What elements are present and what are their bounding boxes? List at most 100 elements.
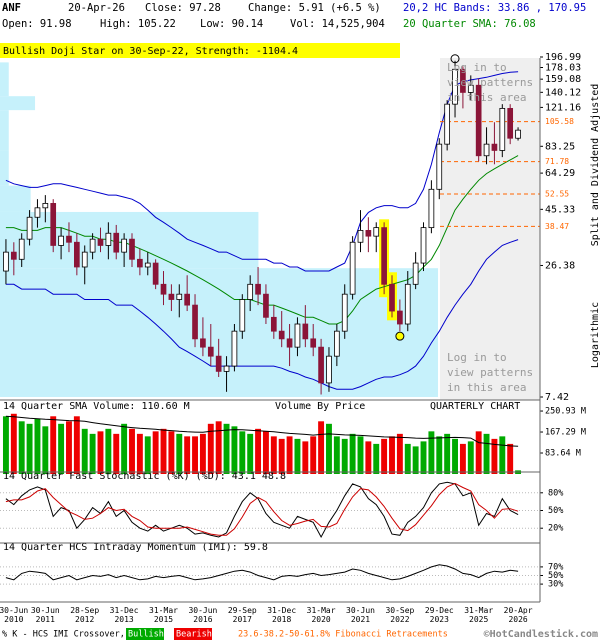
volume-bar <box>333 436 340 474</box>
candle-body <box>10 251 17 260</box>
panel-title: 14 Quarter HCS Intraday Momentum (IMI): … <box>3 542 268 553</box>
fib-label: 71.78 <box>545 157 569 166</box>
volume-bar <box>207 423 214 474</box>
volume-bar <box>176 433 183 474</box>
candle-body <box>404 283 411 325</box>
volume-bar <box>129 428 135 474</box>
candle-body <box>507 107 514 139</box>
candle-body <box>50 203 57 246</box>
volume-bar <box>136 433 143 474</box>
y-tick-label: 121.16 <box>545 102 581 113</box>
volume-bar <box>444 433 451 474</box>
volume-by-price-bar <box>0 96 36 111</box>
candle-body <box>42 203 49 209</box>
y-tick-label: 83.25 <box>545 141 575 152</box>
candle-body <box>207 346 214 357</box>
volume-bar <box>389 436 395 474</box>
volume-bar <box>255 428 262 474</box>
x-tick-label: 31-Dec 2018 <box>267 606 297 624</box>
footer-credit: ©HotCandlestick.com <box>484 628 598 640</box>
indicator-line <box>5 481 519 539</box>
volume-by-price-bar <box>0 268 438 397</box>
volume-by-price-bar <box>0 110 9 151</box>
volume-bar <box>294 438 301 474</box>
volume-by-price-bar <box>0 185 31 212</box>
pattern-banner: Bullish Doji Star on 30-Sep-22, Strength… <box>3 46 298 57</box>
candle-body <box>105 232 112 246</box>
candle-body <box>239 299 246 332</box>
volume-by-price-bar <box>0 150 9 186</box>
candle-body <box>310 338 317 348</box>
x-tick-label: 31-Dec 2013 <box>109 606 139 624</box>
volume-bar <box>326 423 332 474</box>
low: Low: 90.14 <box>200 18 263 30</box>
lower-band <box>5 239 519 390</box>
candle-body <box>144 262 151 268</box>
volume-bar <box>66 421 72 474</box>
bearish-swatch <box>174 628 212 640</box>
candle-body <box>326 355 332 384</box>
volume-bar <box>318 421 325 474</box>
volume-bar <box>152 431 159 474</box>
candle-body <box>247 283 254 300</box>
volume-bar <box>286 436 293 474</box>
close: Close: 97.28 <box>145 2 221 14</box>
sma-line <box>5 155 519 325</box>
volume-bar <box>10 413 17 474</box>
volume-bar <box>231 426 238 474</box>
candle-body <box>215 355 222 372</box>
volume-bar <box>42 426 49 474</box>
candle-body <box>192 304 198 340</box>
volume-bar <box>89 433 96 474</box>
candle-body <box>278 330 285 340</box>
volume-bar <box>105 428 112 474</box>
y-tick-label: 70% <box>548 562 563 572</box>
candle-body <box>223 365 230 372</box>
y-tick-label: 250.93 M <box>545 407 586 417</box>
volume-bar <box>199 433 206 474</box>
footer-text: % K - HCS IMI Crossover, <box>2 630 125 640</box>
candle-body <box>66 235 72 243</box>
volume-bar <box>113 433 120 474</box>
change: Change: 5.91 (+6.5 %) <box>248 2 381 14</box>
y-tick-label: 167.29 M <box>545 428 586 438</box>
volume-bar <box>483 433 490 474</box>
volume-bar <box>381 438 388 474</box>
candle-body <box>491 143 498 151</box>
volume: Vol: 14,525,904 <box>290 18 385 30</box>
candle-body <box>74 241 80 268</box>
x-tick-label: 30-Jun 2011 <box>30 606 60 624</box>
fib-label: 38.47 <box>545 222 569 231</box>
volume-bar <box>365 441 372 474</box>
volume-bar <box>452 438 458 474</box>
candle-body <box>34 207 41 218</box>
volume-bar <box>168 431 175 474</box>
volume-bar <box>184 436 191 474</box>
candle-body <box>89 238 96 253</box>
locked-note: Log in to view patterns in this area <box>447 61 534 104</box>
y-tick-label: 80% <box>548 488 563 498</box>
volume-note: QUARTERLY CHART <box>430 401 520 412</box>
footer-text: Bullish <box>128 630 164 640</box>
fib-label: 52.55 <box>545 190 569 199</box>
candle-body <box>483 143 490 157</box>
volume-bar <box>215 421 222 474</box>
fib-label: 105.58 <box>545 117 574 126</box>
high: High: 105.22 <box>100 18 176 30</box>
ticker: ANF <box>2 2 21 14</box>
volume-bar <box>18 421 25 474</box>
candle-body <box>200 338 206 348</box>
volume-bar <box>467 441 474 474</box>
candle-body <box>341 293 348 332</box>
candle-body <box>389 283 395 312</box>
volume-bar <box>278 438 285 474</box>
candle-body <box>113 232 120 253</box>
volume-bar <box>73 416 80 474</box>
candle-body <box>81 251 88 268</box>
volume-bar <box>428 431 435 474</box>
footer-text: Bearish <box>176 630 212 640</box>
volume-bar <box>160 428 167 474</box>
candle-body <box>286 338 293 348</box>
x-tick-label: 31-Mar 2020 <box>306 606 336 624</box>
